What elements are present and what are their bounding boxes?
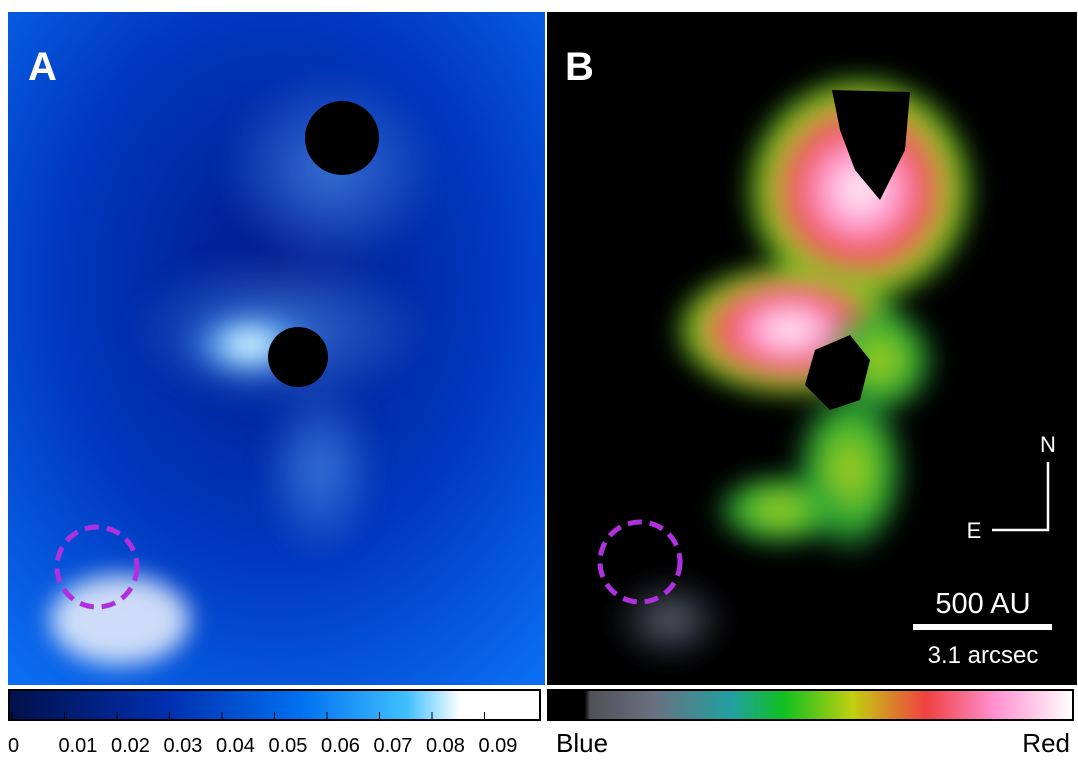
panel-label: A xyxy=(28,45,57,89)
panel-label: B xyxy=(565,45,594,89)
colorbar-b-left: Blue xyxy=(556,728,608,758)
compass-east: E xyxy=(967,518,982,543)
panel-a: A xyxy=(8,12,545,685)
colorbar-tick-label: 0.04 xyxy=(216,735,255,757)
mask xyxy=(305,101,379,175)
compass-north: N xyxy=(1040,432,1056,457)
scale-length: 500 AU xyxy=(935,588,1030,620)
colorbar-tick-label: 0.02 xyxy=(111,735,150,757)
mask xyxy=(268,327,328,387)
colorbar-tick-label: 0.05 xyxy=(269,735,308,757)
colorbar-tick-label: 0.07 xyxy=(374,735,413,757)
scale-angle: 3.1 arcsec xyxy=(928,642,1039,669)
colorbar-tick-label: 0.01 xyxy=(59,735,98,757)
colorbar-b xyxy=(548,690,1073,720)
colorbar-tick-label: 0 xyxy=(8,735,19,757)
colorbar-tick-label: 0.06 xyxy=(321,735,360,757)
colorbar-b-right: Red xyxy=(1022,728,1070,758)
panel-b: B N E 500 AU 3.1 arcsec xyxy=(547,12,1077,685)
figure: A B N E 500 AU 3.1 arcsec 0 0.01 0.02 0.03 0… xyxy=(0,0,1078,762)
colorbar-tick-label: 0.03 xyxy=(164,735,203,757)
colorbar-tick-label: 0.09 xyxy=(479,735,518,757)
colorbar-tick-label: 0.08 xyxy=(426,735,465,757)
